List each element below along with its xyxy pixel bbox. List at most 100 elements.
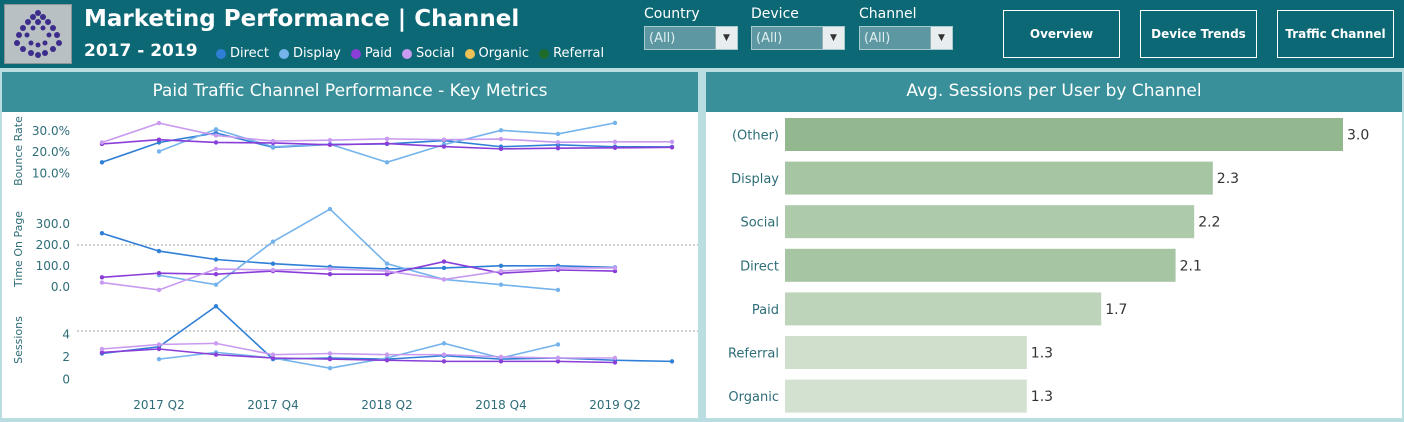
- legend-label: Social: [415, 46, 455, 61]
- data-point: [99, 160, 105, 165]
- data-point: [99, 350, 105, 355]
- series-paid: [99, 346, 618, 365]
- data-point: [213, 127, 219, 132]
- bar-category-label: Organic: [728, 390, 779, 405]
- logo: [4, 4, 72, 64]
- bar-category-label: Display: [731, 172, 779, 187]
- key-metrics-panel: Paid Traffic Channel Performance - Key M…: [2, 72, 698, 418]
- sessions-per-user-panel: Avg. Sessions per User by Channel (Other…: [706, 72, 1402, 418]
- data-point: [213, 282, 219, 287]
- data-point: [327, 351, 333, 356]
- data-point: [270, 355, 276, 361]
- data-point: [498, 354, 504, 360]
- data-point: [384, 272, 390, 277]
- legend-label: Organic: [478, 46, 530, 61]
- channel-select[interactable]: (All) ▼: [859, 26, 953, 50]
- channel-select-value: (All): [864, 31, 891, 46]
- bar-value-label: 2.2: [1198, 215, 1220, 231]
- bar-category-label: Paid: [752, 303, 779, 318]
- data-point: [555, 146, 561, 151]
- bar-value-label: 2.3: [1217, 171, 1239, 187]
- traffic-channel-button[interactable]: Traffic Channel: [1277, 10, 1394, 58]
- overview-button[interactable]: Overview: [1003, 10, 1120, 58]
- series-line: [158, 342, 559, 369]
- legend-item-direct: Direct: [216, 46, 269, 61]
- series-social: [99, 341, 618, 361]
- x-tick-label: 2017 Q2: [133, 398, 184, 412]
- channel-filter: Channel (All) ▼: [859, 6, 953, 50]
- data-point: [156, 149, 162, 154]
- x-tick-label: 2018 Q2: [361, 398, 412, 412]
- data-point: [612, 265, 618, 271]
- data-point: [99, 280, 105, 285]
- channel-legend: Direct Display Paid Social Organic Refer…: [216, 46, 604, 61]
- bar: [785, 161, 1213, 195]
- key-metrics-line-chart: Bounce Rate 10.0% 20.0% 30.0% Time On Page 0.…: [12, 116, 698, 412]
- series-line: [101, 267, 615, 291]
- data-point: [669, 139, 675, 145]
- data-point: [555, 131, 561, 137]
- bar-category-label: Social: [740, 216, 779, 231]
- legend-label: Direct: [230, 46, 269, 61]
- bar: [785, 118, 1343, 151]
- y-axis-label: Bounce Rate: [12, 116, 25, 186]
- data-point: [441, 259, 447, 264]
- data-point: [270, 239, 276, 244]
- chevron-down-icon[interactable]: ▼: [930, 27, 952, 49]
- data-point: [384, 160, 390, 165]
- data-point: [612, 145, 618, 151]
- bar-value-label: 1.3: [1031, 346, 1053, 362]
- data-point: [270, 267, 276, 273]
- bar-category-label: Direct: [740, 259, 779, 274]
- data-point: [327, 365, 333, 371]
- data-point: [612, 360, 618, 365]
- data-point: [327, 272, 333, 277]
- y-tick-label: 100.0: [36, 259, 70, 273]
- data-point: [327, 266, 333, 272]
- bar: [785, 379, 1027, 413]
- country-select[interactable]: (All) ▼: [644, 26, 738, 50]
- bar-value-label: 1.7: [1105, 302, 1127, 318]
- sessions-per-user-bar-chart: (Other) 3.0 Display 2.3 Social 2.2 Direct 2.1 Pa…: [728, 118, 1369, 413]
- device-trends-button[interactable]: Device Trends: [1140, 10, 1257, 58]
- data-point: [441, 352, 447, 357]
- data-point: [270, 144, 276, 149]
- dashboard-header: Marketing Performance | Channel 2017 - 2…: [0, 0, 1404, 68]
- bar-value-label: 3.0: [1347, 128, 1369, 144]
- chevron-down-icon[interactable]: ▼: [715, 27, 737, 49]
- data-point: [612, 120, 618, 126]
- data-point: [99, 231, 105, 236]
- data-point: [441, 341, 447, 346]
- date-range: 2017 - 2019: [84, 41, 198, 61]
- data-point: [156, 137, 162, 142]
- data-point: [555, 342, 561, 347]
- legend-dot-icon: [401, 48, 412, 59]
- country-filter: Country (All) ▼: [644, 6, 738, 50]
- chevron-down-icon[interactable]: ▼: [822, 27, 844, 49]
- bar: [785, 292, 1102, 326]
- legend-label: Display: [292, 46, 341, 61]
- data-point: [498, 268, 504, 274]
- data-point: [384, 261, 390, 266]
- device-select[interactable]: (All) ▼: [751, 26, 845, 50]
- legend-label: Referral: [553, 46, 605, 61]
- legend-dot-icon: [464, 48, 475, 59]
- data-point: [384, 136, 390, 142]
- y-tick-label: 0.0: [51, 280, 70, 294]
- series-social: [99, 265, 618, 293]
- data-point: [156, 270, 162, 276]
- logo-icon: [14, 10, 62, 58]
- data-point: [156, 120, 162, 126]
- x-tick-label: 2019 Q2: [589, 398, 640, 412]
- series-line: [101, 348, 616, 364]
- data-point: [498, 282, 504, 287]
- data-point: [441, 265, 447, 271]
- data-point: [441, 359, 447, 364]
- y-tick-label: 20.0%: [32, 145, 70, 159]
- data-point: [384, 358, 390, 363]
- legend-item-referral: Referral: [539, 46, 604, 61]
- data-point: [327, 206, 333, 212]
- bar-value-label: 2.1: [1180, 258, 1202, 274]
- data-point: [156, 346, 162, 352]
- legend-item-display: Display: [278, 46, 341, 61]
